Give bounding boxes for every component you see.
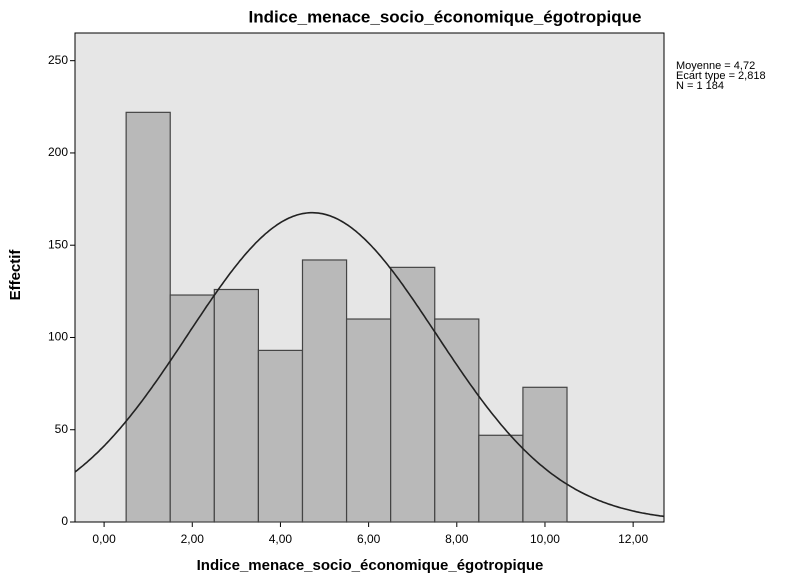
bar xyxy=(390,266,436,523)
y-tick-label: 200 xyxy=(48,145,68,159)
y-tick-label: 50 xyxy=(55,422,69,436)
y-axis-label: Effectif xyxy=(7,249,24,301)
bar xyxy=(345,318,392,523)
x-tick-label: 6,00 xyxy=(357,532,381,546)
x-tick-label: 2,00 xyxy=(181,532,205,546)
y-tick-label: 250 xyxy=(48,53,68,67)
y-tick-label: 100 xyxy=(48,330,68,344)
x-axis-label: Indice_menace_socio_économique_égotropiq… xyxy=(197,557,544,574)
x-tick-label: 0,00 xyxy=(92,532,116,546)
x-tick-label: 4,00 xyxy=(269,532,293,546)
bar xyxy=(213,288,260,523)
bar xyxy=(434,318,480,523)
x-tick-label: 12,00 xyxy=(618,532,648,546)
chart-title: Indice_menace_socio_économique_égotropiq… xyxy=(248,7,641,26)
x-tick-label: 8,00 xyxy=(445,532,469,546)
x-tick-label: 10,00 xyxy=(530,532,560,546)
y-tick-label: 0 xyxy=(61,514,68,528)
normal-curve xyxy=(74,211,665,518)
y-tick-label: 150 xyxy=(48,237,68,251)
stat-label: N = 1 184 xyxy=(676,80,724,92)
bar xyxy=(522,386,568,523)
stat-label: Moyenne = 4,72 xyxy=(676,60,755,72)
bar xyxy=(478,434,524,523)
stat-label: Ecart type = 2,818 xyxy=(676,70,766,82)
bar xyxy=(125,111,171,523)
bar xyxy=(257,349,304,523)
bar xyxy=(169,294,215,523)
bar xyxy=(301,259,348,523)
